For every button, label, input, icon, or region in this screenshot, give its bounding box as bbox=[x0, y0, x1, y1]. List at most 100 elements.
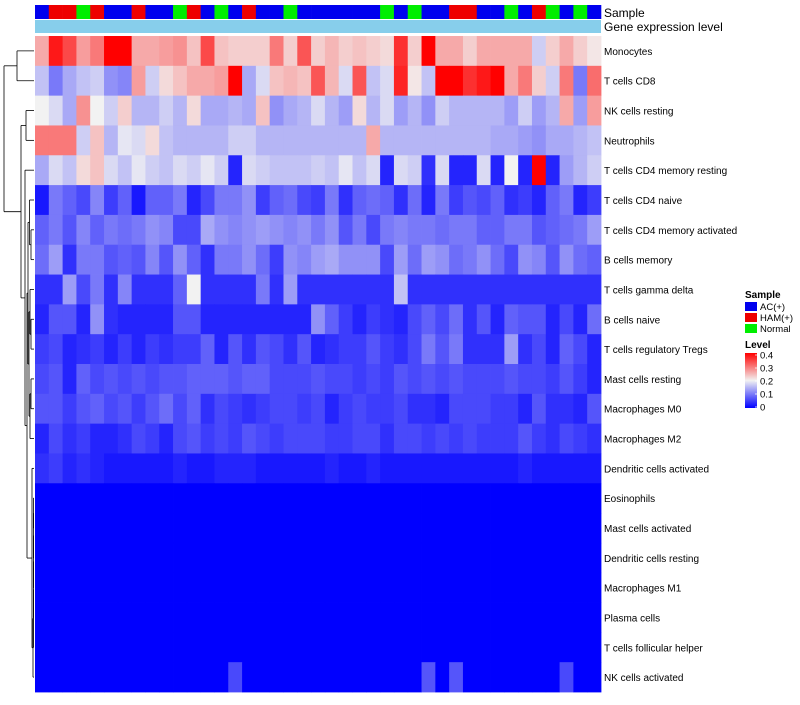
heatmap-cell bbox=[573, 513, 588, 544]
heatmap-cell bbox=[48, 214, 64, 246]
legend-tick-label: 0.2 bbox=[760, 377, 773, 388]
heatmap-cell bbox=[90, 542, 105, 574]
sample-annotation-cell bbox=[366, 5, 381, 19]
heatmap-cell bbox=[407, 125, 422, 156]
heatmap-cell bbox=[393, 542, 409, 574]
heatmap-cell bbox=[462, 125, 478, 156]
heatmap-cell bbox=[104, 304, 119, 335]
heatmap-cell bbox=[145, 572, 160, 603]
heatmap-cell bbox=[159, 125, 174, 156]
sample-annotation-label: Sample bbox=[604, 6, 645, 20]
heatmap-cell bbox=[242, 453, 257, 484]
row-label: T cells regulatory Tregs bbox=[604, 345, 708, 356]
heatmap-cell bbox=[324, 453, 340, 484]
heatmap-cell bbox=[269, 662, 284, 693]
heatmap-cell bbox=[104, 274, 119, 305]
row-label: Macrophages M0 bbox=[604, 405, 682, 416]
heatmap-cell bbox=[435, 95, 450, 126]
heatmap-cell bbox=[145, 214, 160, 246]
heatmap-cell bbox=[393, 334, 409, 365]
heatmap-cell bbox=[421, 304, 436, 335]
heatmap-cell bbox=[324, 36, 340, 67]
heatmap-cell bbox=[393, 602, 409, 633]
heatmap-cell bbox=[531, 453, 547, 484]
sample-annotation-cell bbox=[159, 5, 174, 19]
heatmap-cell bbox=[131, 244, 146, 275]
heatmap-cell bbox=[242, 513, 257, 544]
heatmap-cell bbox=[518, 602, 533, 633]
heatmap-cell bbox=[200, 662, 215, 693]
heatmap-cell bbox=[380, 393, 395, 425]
heatmap-cell bbox=[186, 214, 202, 246]
heatmap-cell bbox=[531, 155, 547, 186]
heatmap-cell bbox=[476, 244, 491, 275]
heatmap-cell bbox=[531, 334, 547, 365]
heatmap-cell bbox=[242, 662, 257, 693]
heatmap-cell bbox=[462, 364, 478, 395]
heatmap-cell bbox=[104, 95, 119, 126]
legend-swatch bbox=[745, 302, 757, 311]
heatmap-cell bbox=[449, 334, 464, 365]
row-label: T cells gamma delta bbox=[604, 285, 694, 296]
heatmap-cell bbox=[380, 304, 395, 335]
heatmap-cell bbox=[283, 155, 298, 186]
heatmap-cell bbox=[573, 572, 588, 603]
heatmap-cell bbox=[435, 244, 450, 275]
heatmap-cell bbox=[587, 364, 602, 395]
heatmap-cell bbox=[476, 662, 491, 693]
heatmap-cell bbox=[104, 393, 119, 425]
heatmap-cell bbox=[352, 36, 367, 67]
heatmap-cell bbox=[324, 214, 340, 246]
heatmap-cell bbox=[311, 214, 326, 246]
heatmap-cell bbox=[531, 36, 547, 67]
heatmap-cell bbox=[573, 155, 588, 186]
heatmap-cell bbox=[573, 65, 588, 97]
legend-level-ticks: 0.4 0.3 0.2 0.1 0 bbox=[755, 351, 773, 414]
heatmap-cell bbox=[283, 364, 298, 395]
heatmap-cell bbox=[62, 364, 77, 395]
heatmap-cell bbox=[393, 483, 409, 514]
heatmap-cell bbox=[393, 274, 409, 305]
heatmap-cell bbox=[283, 662, 298, 693]
heatmap-cell bbox=[131, 483, 146, 514]
heatmap-cell bbox=[90, 65, 105, 97]
heatmap-cell bbox=[421, 274, 436, 305]
heatmap-cell bbox=[76, 483, 91, 514]
heatmap-cell bbox=[186, 632, 202, 663]
heatmap-cell bbox=[545, 632, 560, 663]
heatmap-cell bbox=[62, 334, 77, 365]
heatmap-cell bbox=[393, 95, 409, 126]
heatmap-cell bbox=[421, 662, 436, 693]
heatmap-cell bbox=[352, 125, 367, 156]
heatmap-cell bbox=[62, 632, 77, 663]
heatmap-cell bbox=[269, 542, 284, 574]
heatmap-cell bbox=[504, 483, 519, 514]
heatmap-cell bbox=[531, 304, 547, 335]
heatmap-cell bbox=[407, 662, 422, 693]
heatmap-cell bbox=[159, 423, 174, 454]
heatmap-cell bbox=[380, 453, 395, 484]
heatmap-cell bbox=[490, 453, 505, 484]
heatmap-cell bbox=[214, 125, 229, 156]
heatmap-cell bbox=[117, 274, 133, 305]
heatmap-cell bbox=[559, 602, 574, 633]
heatmap-cell bbox=[504, 244, 519, 275]
heatmap-cell bbox=[380, 602, 395, 633]
heatmap-cell bbox=[242, 95, 257, 126]
heatmap-cell bbox=[504, 65, 519, 97]
heatmap-cell bbox=[76, 572, 91, 603]
heatmap-cell bbox=[145, 453, 160, 484]
sample-annotation-cell bbox=[228, 5, 243, 19]
heatmap-cell bbox=[545, 36, 560, 67]
legend: Sample AC(+)HAM(+)Normal Level 0.4 0.3 0.2… bbox=[745, 290, 793, 414]
sample-annotation-cell bbox=[311, 5, 326, 19]
heatmap-cell bbox=[462, 602, 478, 633]
heatmap-cell bbox=[90, 125, 105, 156]
heatmap-cell bbox=[573, 364, 588, 395]
heatmap-cell bbox=[269, 95, 284, 126]
heatmap-cell bbox=[324, 632, 340, 663]
heatmap-cell bbox=[462, 423, 478, 454]
heatmap-cell bbox=[76, 542, 91, 574]
heatmap-cell bbox=[380, 274, 395, 305]
heatmap-cell bbox=[324, 155, 340, 186]
